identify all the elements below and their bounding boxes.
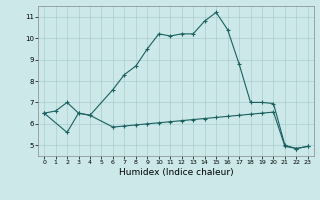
X-axis label: Humidex (Indice chaleur): Humidex (Indice chaleur) bbox=[119, 168, 233, 177]
